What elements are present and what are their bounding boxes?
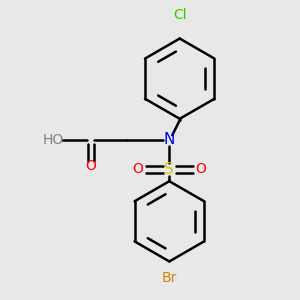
Text: Br: Br bbox=[162, 271, 177, 285]
Text: O: O bbox=[195, 162, 206, 176]
Text: N: N bbox=[164, 132, 175, 147]
Text: S: S bbox=[164, 162, 174, 177]
Text: Cl: Cl bbox=[173, 8, 187, 22]
Text: O: O bbox=[85, 159, 96, 173]
Text: HO: HO bbox=[43, 133, 64, 147]
Text: O: O bbox=[133, 162, 143, 176]
